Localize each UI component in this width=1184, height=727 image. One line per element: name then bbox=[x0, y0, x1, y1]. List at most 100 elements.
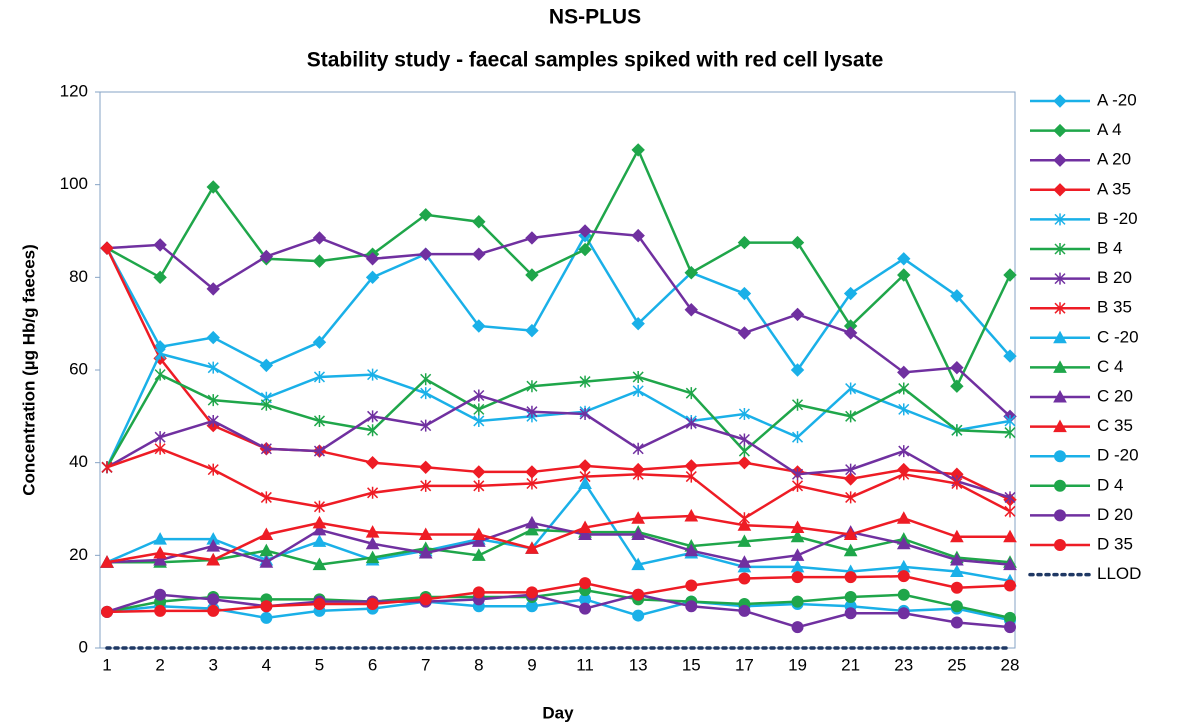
marker bbox=[1003, 349, 1017, 363]
legend-label: D 20 bbox=[1097, 505, 1133, 524]
series-line bbox=[105, 352, 1011, 468]
marker bbox=[207, 394, 219, 407]
series bbox=[101, 442, 1016, 525]
marker bbox=[631, 511, 646, 524]
marker bbox=[101, 605, 113, 618]
marker bbox=[367, 410, 379, 423]
marker bbox=[206, 180, 220, 194]
marker bbox=[313, 370, 326, 383]
marker bbox=[950, 564, 964, 578]
marker bbox=[843, 543, 858, 557]
marker bbox=[578, 242, 592, 257]
x-tick-label: 6 bbox=[368, 655, 377, 674]
x-tick-label: 19 bbox=[788, 655, 807, 674]
marker bbox=[737, 286, 752, 301]
marker bbox=[1003, 529, 1017, 543]
series bbox=[101, 347, 1016, 474]
y-tick-label: 80 bbox=[69, 267, 88, 286]
marker bbox=[845, 463, 857, 476]
legend-label: B 4 bbox=[1097, 238, 1123, 257]
marker bbox=[312, 515, 327, 529]
marker bbox=[526, 380, 538, 393]
marker bbox=[365, 270, 380, 285]
marker bbox=[844, 607, 857, 620]
x-tick-label: 4 bbox=[262, 655, 271, 674]
legend-label: A 4 bbox=[1097, 120, 1122, 139]
legend-label: A -20 bbox=[1097, 90, 1137, 109]
marker bbox=[791, 595, 804, 608]
marker bbox=[632, 384, 644, 397]
marker bbox=[897, 252, 911, 266]
marker bbox=[578, 527, 592, 540]
marker bbox=[1004, 491, 1016, 504]
marker bbox=[897, 268, 911, 282]
marker bbox=[950, 379, 964, 393]
marker bbox=[738, 433, 750, 446]
marker bbox=[312, 522, 327, 536]
marker bbox=[950, 552, 964, 566]
x-tick-label: 1 bbox=[102, 655, 111, 674]
marker bbox=[737, 555, 752, 568]
x-tick-label: 9 bbox=[527, 655, 536, 674]
series bbox=[100, 508, 1017, 568]
marker bbox=[790, 307, 805, 322]
marker bbox=[153, 270, 167, 285]
marker bbox=[1004, 505, 1016, 518]
marker bbox=[843, 286, 858, 301]
marker bbox=[844, 571, 857, 584]
marker bbox=[473, 479, 485, 492]
marker bbox=[525, 231, 539, 245]
series-line bbox=[106, 593, 1011, 629]
marker bbox=[1004, 426, 1016, 439]
legend-label: D -20 bbox=[1097, 446, 1139, 465]
marker bbox=[632, 442, 644, 455]
marker bbox=[154, 442, 166, 455]
marker bbox=[951, 477, 963, 490]
marker bbox=[259, 555, 274, 568]
marker bbox=[684, 265, 699, 280]
marker bbox=[579, 577, 592, 590]
chart-subtitle: Stability study - faecal samples spiked … bbox=[307, 49, 884, 72]
marker bbox=[418, 208, 433, 222]
series-line bbox=[105, 373, 1011, 468]
legend-label: B 35 bbox=[1097, 298, 1132, 317]
marker bbox=[207, 463, 219, 476]
legend-marker bbox=[1053, 183, 1067, 197]
series-line bbox=[106, 574, 1011, 614]
series bbox=[101, 368, 1016, 474]
marker bbox=[259, 249, 274, 264]
marker bbox=[843, 472, 858, 486]
marker bbox=[685, 387, 697, 400]
legend-marker bbox=[1053, 330, 1067, 344]
series-line bbox=[105, 233, 1011, 373]
marker bbox=[898, 382, 910, 395]
marker bbox=[632, 609, 645, 622]
marker bbox=[418, 527, 433, 540]
marker bbox=[525, 515, 539, 529]
x-tick-label: 11 bbox=[576, 655, 594, 674]
marker bbox=[154, 588, 167, 601]
x-tick-label: 25 bbox=[947, 655, 966, 674]
legend-label: A 20 bbox=[1097, 150, 1131, 169]
legend-marker bbox=[1054, 272, 1066, 285]
marker bbox=[845, 491, 857, 504]
marker bbox=[365, 536, 380, 550]
marker bbox=[472, 319, 486, 333]
marker bbox=[791, 468, 804, 481]
x-tick-label: 8 bbox=[474, 655, 483, 674]
legend-label: B 20 bbox=[1097, 268, 1132, 287]
y-tick-label: 40 bbox=[69, 452, 88, 471]
marker bbox=[154, 368, 166, 381]
marker bbox=[313, 500, 326, 513]
x-tick-label: 23 bbox=[894, 655, 913, 674]
marker bbox=[365, 550, 380, 564]
marker bbox=[738, 572, 751, 585]
marker bbox=[950, 600, 963, 613]
series-line bbox=[106, 447, 1011, 520]
marker bbox=[684, 303, 699, 317]
marker bbox=[737, 518, 752, 531]
x-tick-label: 21 bbox=[841, 655, 860, 674]
marker bbox=[471, 527, 486, 540]
legend-label: D 4 bbox=[1097, 475, 1123, 494]
